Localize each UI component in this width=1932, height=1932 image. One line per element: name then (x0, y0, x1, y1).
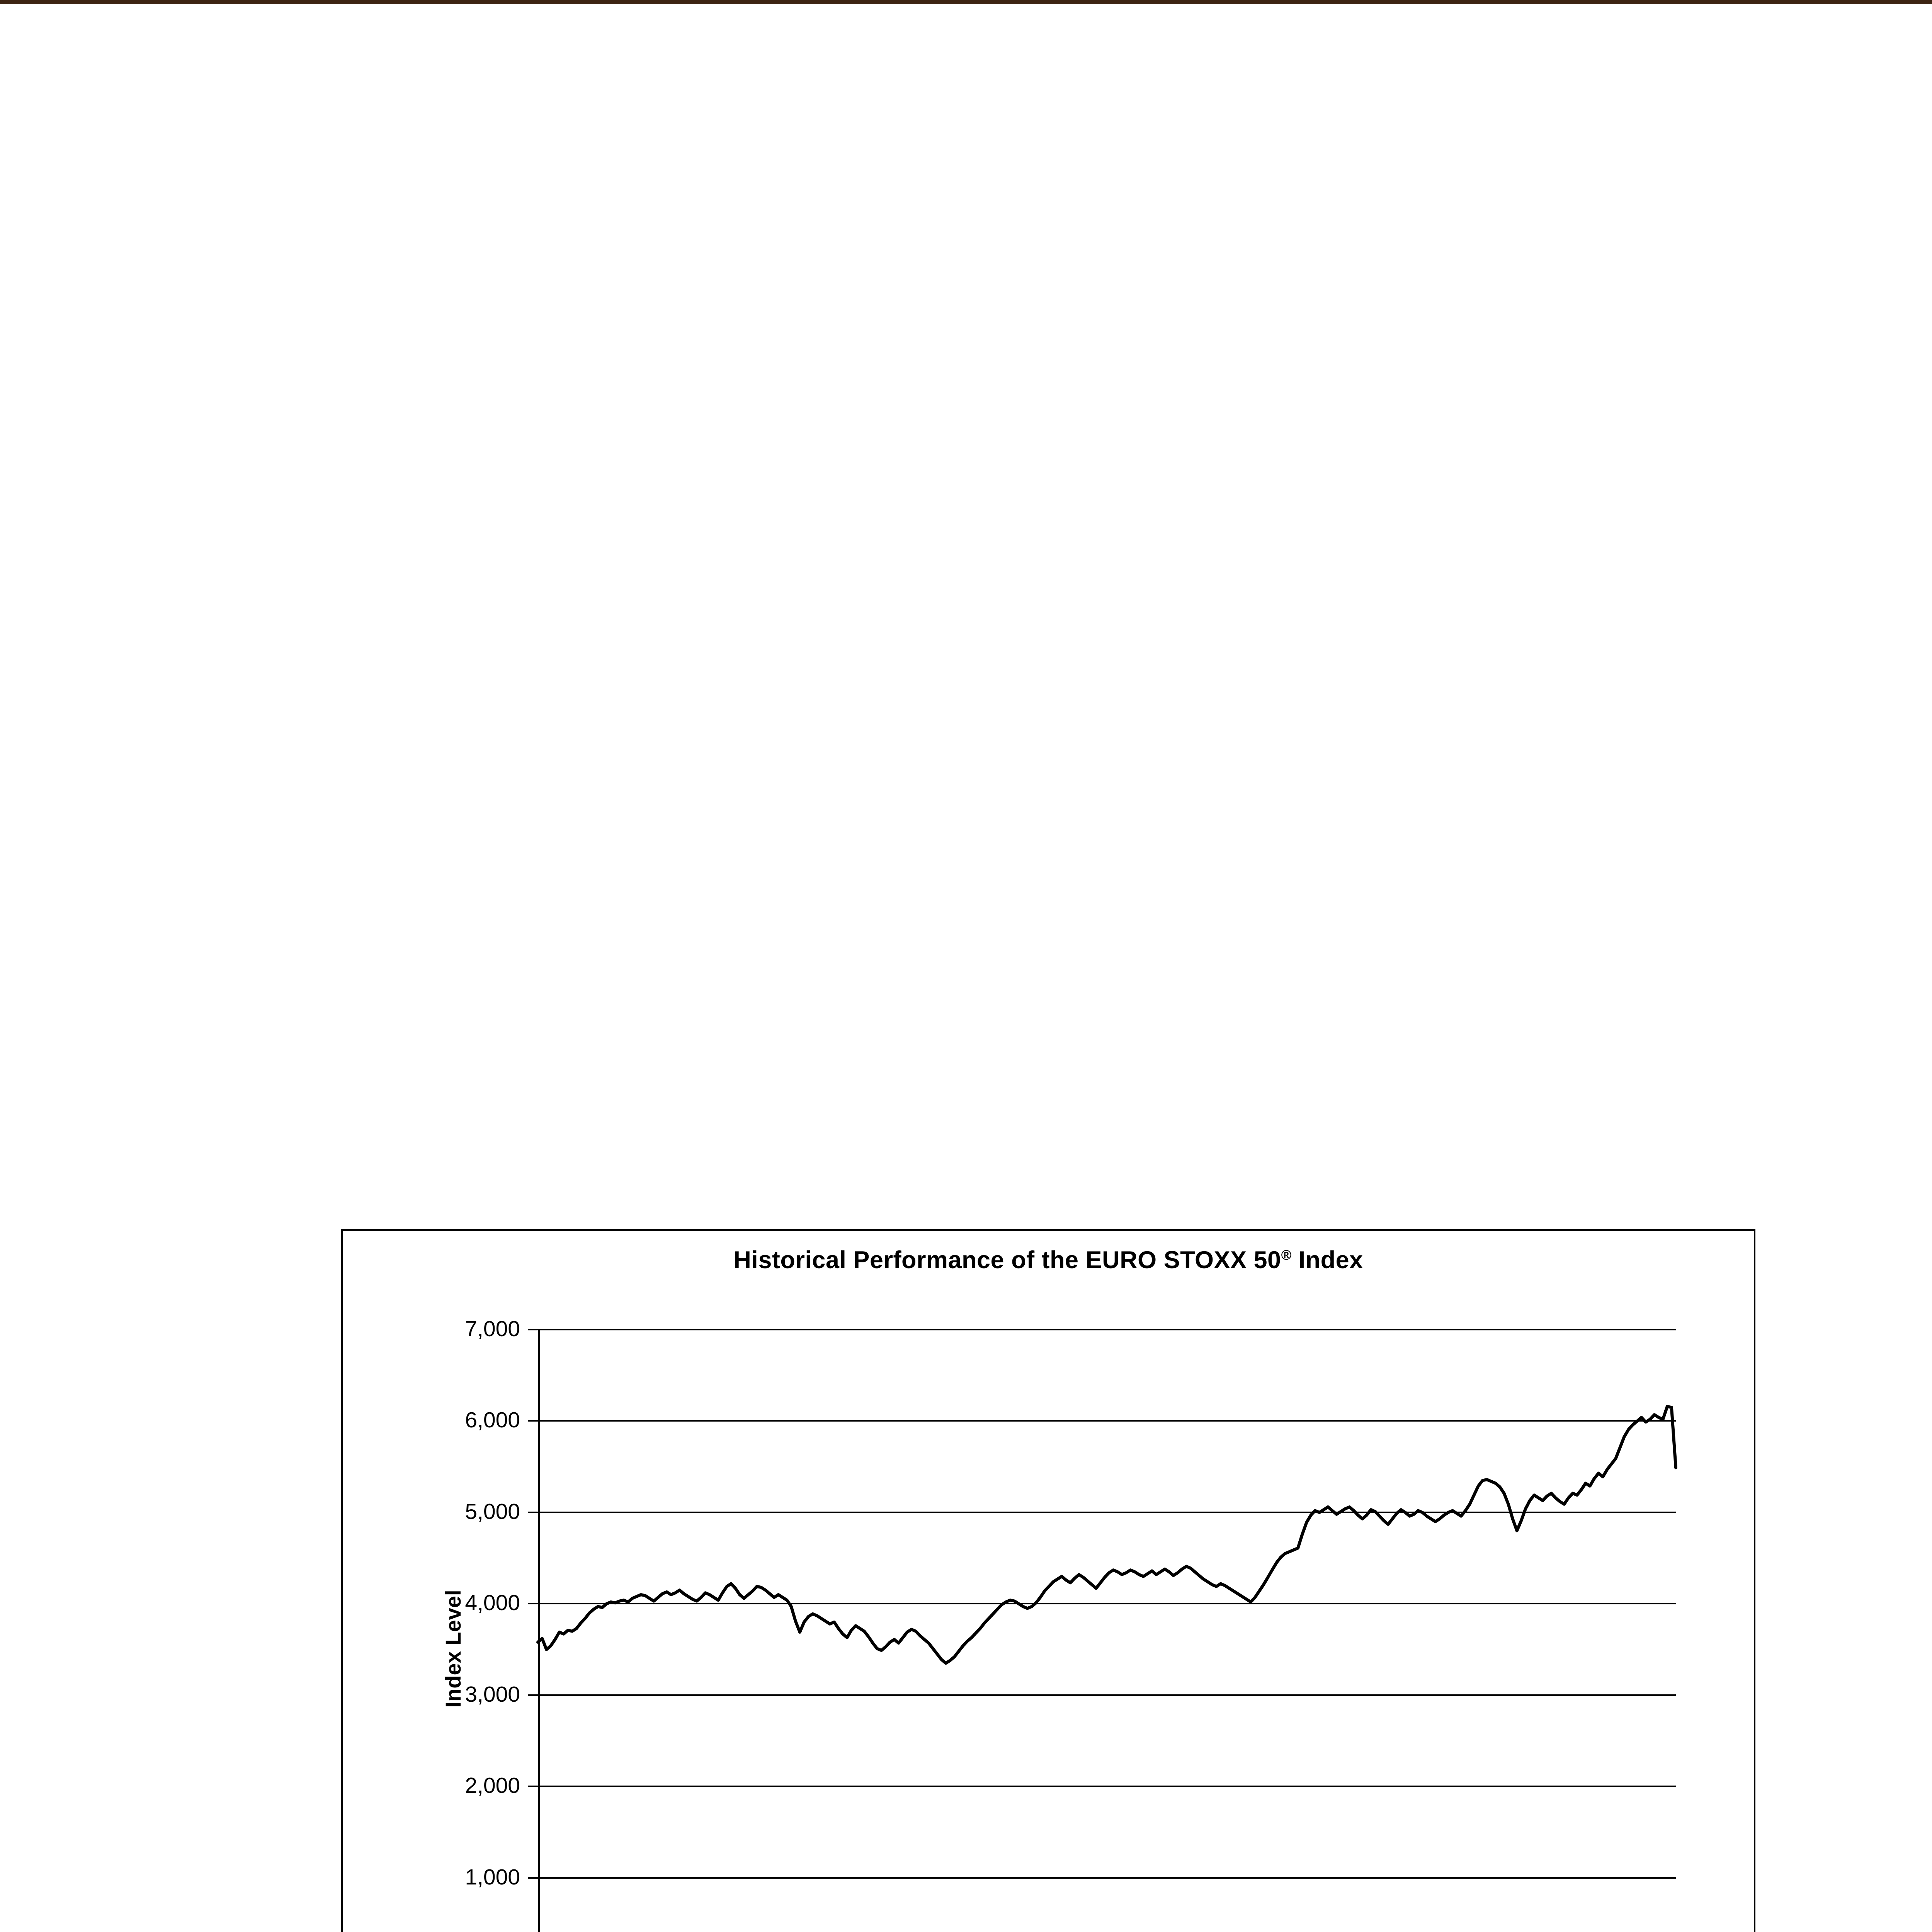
y-axis-tick (528, 1420, 538, 1422)
series-polyline (536, 1405, 1677, 1665)
y-axis-tick (528, 1511, 538, 1513)
registered-trademark-icon: ® (1281, 1247, 1292, 1263)
y-axis-tick (528, 1877, 538, 1879)
series-line-chart (536, 1405, 1677, 1665)
gridline (538, 1420, 1676, 1422)
y-axis-tick (528, 1786, 538, 1787)
y-axis-tick (528, 1603, 538, 1605)
y-axis-tick-label: 1,000 (465, 1864, 520, 1889)
y-axis-title: Index Level (441, 1589, 466, 1708)
y-axis-tick (528, 1329, 538, 1330)
gridline (538, 1786, 1676, 1787)
plot-area: Index Level 7,000 6,000 5,000 4,000 3,000 2,0… (441, 1316, 1677, 1932)
chart-title-main: Historical Performance of the EURO STOXX… (733, 1247, 1281, 1274)
gridline (538, 1694, 1676, 1696)
chart-container: Historical Performance of the EURO STOXX… (341, 1229, 1755, 1932)
y-axis-tick-label: 6,000 (465, 1408, 520, 1433)
y-axis-spine (538, 1329, 540, 1932)
gridline (538, 1877, 1676, 1879)
chart-title: Historical Performance of the EURO STOXX… (343, 1246, 1754, 1274)
y-axis-tick-label: 4,000 (465, 1590, 520, 1616)
gridline (538, 1511, 1676, 1513)
y-axis-tick (528, 1694, 538, 1696)
y-axis-tick-label: 2,000 (465, 1773, 520, 1798)
y-axis-tick-label: 7,000 (465, 1316, 520, 1341)
top-brand-band (0, 0, 1932, 4)
chart-title-suffix: Index (1291, 1247, 1363, 1274)
y-axis-tick-label: 3,000 (465, 1682, 520, 1707)
gridline (538, 1603, 1676, 1605)
gridline (538, 1329, 1676, 1330)
y-axis-tick-label: 5,000 (465, 1499, 520, 1524)
